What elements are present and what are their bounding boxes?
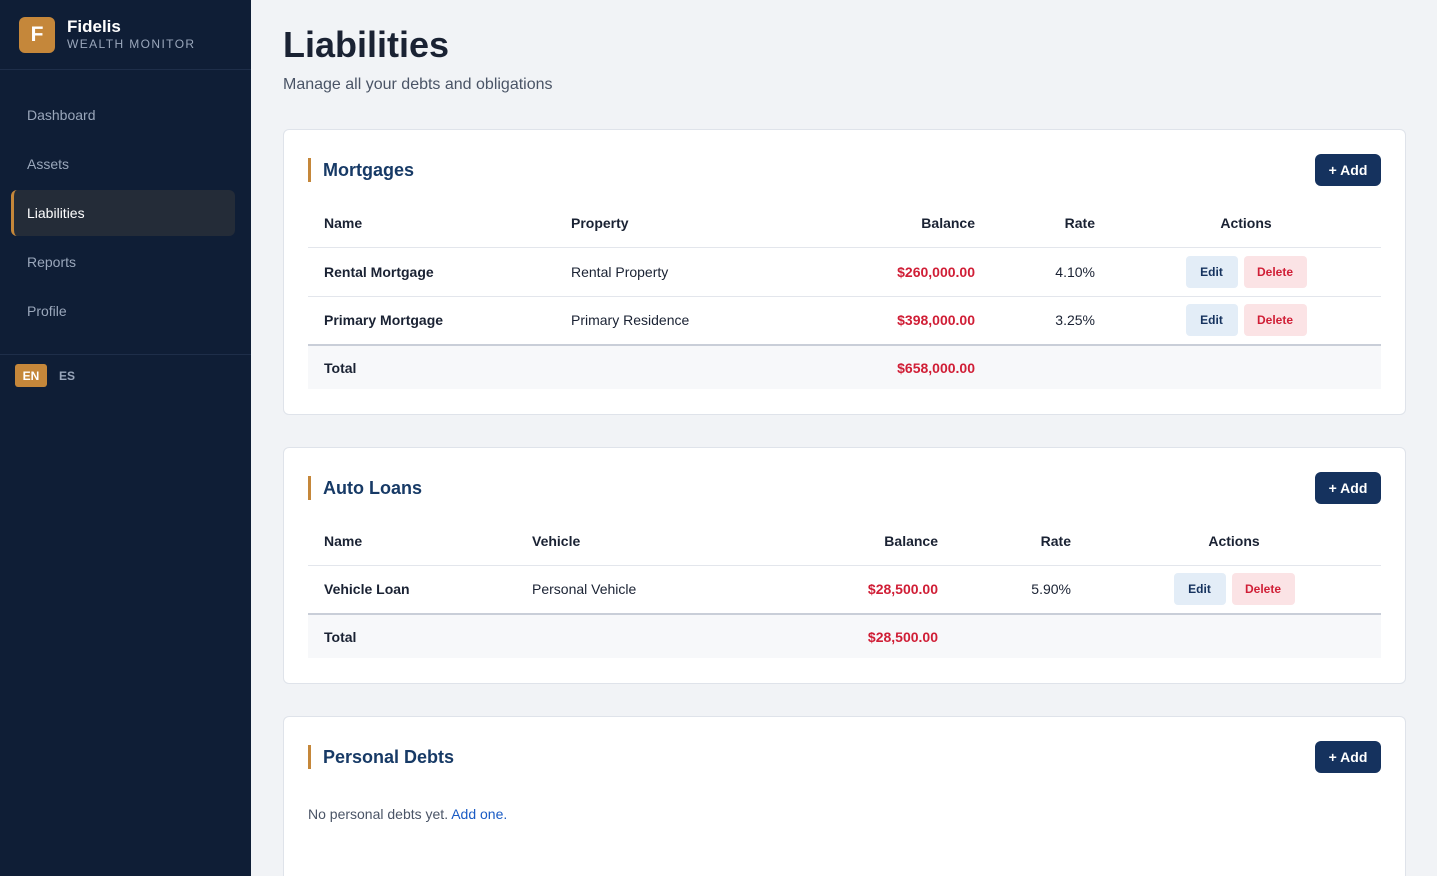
language-switcher: EN ES — [0, 354, 251, 387]
column-header-property[interactable]: Property — [555, 200, 815, 248]
table-row: Vehicle Loan Personal Vehicle $28,500.00… — [308, 565, 1381, 615]
column-header-name[interactable]: Name — [308, 518, 516, 566]
row-balance: $28,500.00 — [766, 565, 954, 615]
table-row: Primary Mortgage Primary Residence $398,… — [308, 296, 1381, 346]
empty-state: No personal debts yet. Add one. — [308, 806, 507, 822]
row-vehicle: Personal Vehicle — [516, 565, 766, 615]
brand-subtitle: WEALTH MONITOR — [67, 36, 196, 51]
mortgages-card: Mortgages + Add Name Property Balance Ra… — [283, 129, 1406, 415]
delete-button[interactable]: Delete — [1231, 573, 1295, 606]
column-header-rate[interactable]: Rate — [954, 518, 1087, 566]
sidebar-item-dashboard[interactable]: Dashboard — [27, 107, 96, 123]
column-header-balance[interactable]: Balance — [815, 200, 991, 248]
sidebar-item-profile[interactable]: Profile — [27, 303, 67, 319]
row-rate: 5.90% — [954, 565, 1087, 615]
personal-debts-card: Personal Debts + Add No personal debts y… — [283, 716, 1406, 876]
logo[interactable]: F — [19, 16, 55, 53]
lang-es-button[interactable]: ES — [59, 368, 76, 383]
column-header-rate[interactable]: Rate — [991, 200, 1111, 248]
total-row: Total $658,000.00 — [308, 344, 1381, 389]
auto-loans-card: Auto Loans + Add Name Vehicle Balance Ra… — [283, 447, 1406, 684]
column-header-actions: Actions — [1111, 200, 1381, 248]
sidebar-nav: Dashboard Assets Liabilities Reports Pro… — [0, 70, 251, 334]
edit-button[interactable]: Edit — [1173, 573, 1226, 606]
delete-button[interactable]: Delete — [1243, 304, 1307, 337]
mortgages-table: Name Property Balance Rate Actions Renta… — [308, 200, 1381, 389]
table-header-row: Name Property Balance Rate Actions — [308, 200, 1381, 248]
row-balance: $398,000.00 — [815, 296, 991, 346]
total-row: Total $28,500.00 — [308, 613, 1381, 658]
row-rate: 4.10% — [991, 247, 1111, 297]
total-label: Total — [308, 613, 516, 658]
column-header-balance[interactable]: Balance — [766, 518, 954, 566]
main-content: Liabilities Manage all your debts and ob… — [251, 0, 1437, 876]
sidebar-item-liabilities[interactable]: Liabilities — [11, 190, 235, 236]
row-balance: $260,000.00 — [815, 247, 991, 297]
row-actions: Edit Delete — [1111, 247, 1381, 297]
row-actions: Edit Delete — [1087, 565, 1381, 615]
sidebar-item-reports[interactable]: Reports — [27, 254, 77, 270]
auto-loans-title: Auto Loans — [308, 476, 422, 500]
row-actions: Edit Delete — [1111, 296, 1381, 346]
total-balance: $658,000.00 — [815, 344, 991, 389]
lang-en-button[interactable]: EN — [15, 364, 47, 387]
brand: F Fidelis WEALTH MONITOR — [0, 0, 251, 70]
row-name: Rental Mortgage — [308, 247, 555, 297]
table-header-row: Name Vehicle Balance Rate Actions — [308, 518, 1381, 566]
total-balance: $28,500.00 — [766, 613, 954, 658]
edit-button[interactable]: Edit — [1185, 255, 1238, 288]
delete-button[interactable]: Delete — [1243, 255, 1307, 288]
empty-state-text: No personal debts yet. — [308, 806, 449, 822]
page-title: Liabilities — [283, 24, 450, 65]
add-one-link[interactable]: Add one. — [451, 806, 508, 822]
add-auto-loan-button[interactable]: + Add — [1315, 472, 1381, 504]
total-label: Total — [308, 344, 555, 389]
column-header-actions: Actions — [1087, 518, 1381, 566]
row-property: Rental Property — [555, 247, 815, 297]
add-mortgage-button[interactable]: + Add — [1315, 154, 1381, 186]
page-subtitle: Manage all your debts and obligations — [283, 76, 553, 93]
row-property: Primary Residence — [555, 296, 815, 346]
auto-loans-table: Name Vehicle Balance Rate Actions Vehicl… — [308, 518, 1381, 658]
row-name: Vehicle Loan — [308, 565, 516, 615]
column-header-vehicle[interactable]: Vehicle — [516, 518, 766, 566]
table-row: Rental Mortgage Rental Property $260,000… — [308, 247, 1381, 297]
mortgages-title: Mortgages — [308, 158, 414, 182]
personal-debts-title: Personal Debts — [308, 745, 454, 769]
add-personal-debt-button[interactable]: + Add — [1315, 741, 1381, 773]
brand-name: Fidelis — [67, 16, 121, 36]
sidebar-item-assets[interactable]: Assets — [27, 156, 70, 172]
sidebar: F Fidelis WEALTH MONITOR Dashboard Asset… — [0, 0, 251, 876]
row-name: Primary Mortgage — [308, 296, 555, 346]
row-rate: 3.25% — [991, 296, 1111, 346]
edit-button[interactable]: Edit — [1185, 304, 1238, 337]
column-header-name[interactable]: Name — [308, 200, 555, 248]
